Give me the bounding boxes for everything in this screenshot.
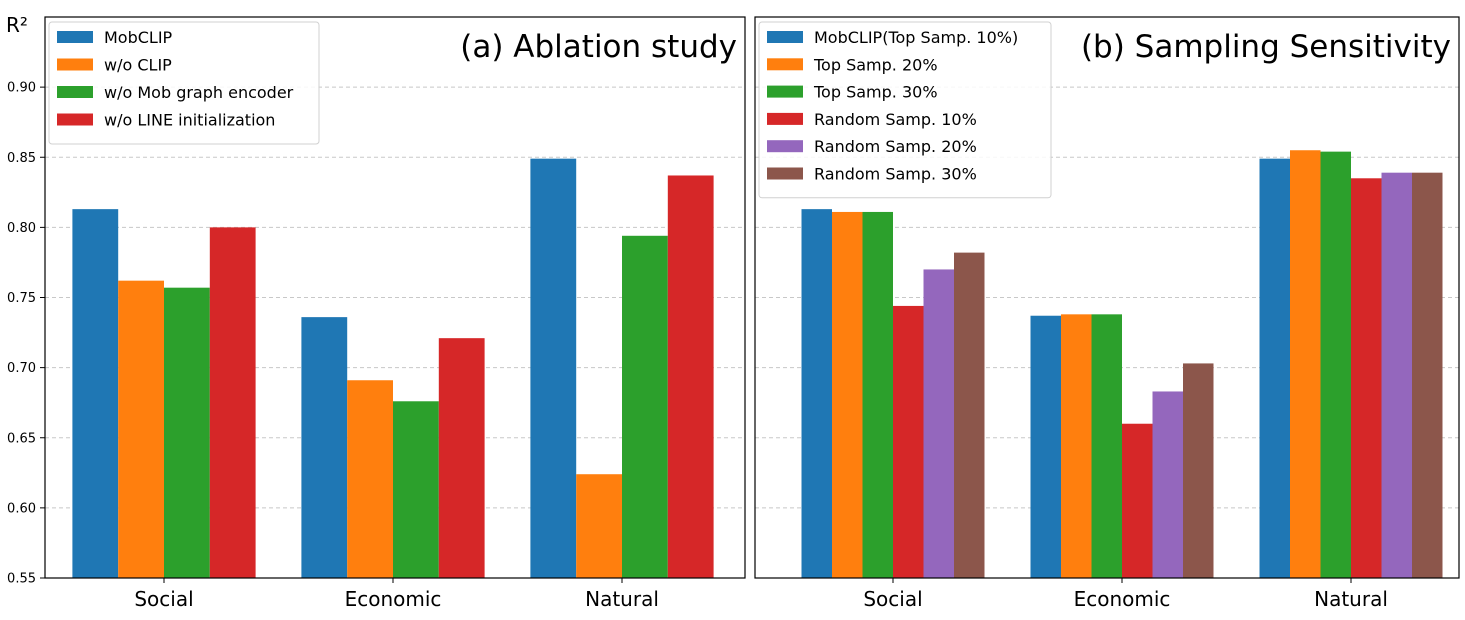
y-tick-label: 0.70	[7, 361, 36, 376]
legend-label-w-o-clip: w/o CLIP	[104, 56, 172, 75]
legend-label-top-samp-30: Top Samp. 30%	[813, 83, 938, 102]
bar-a-social-w-o-clip	[118, 280, 164, 578]
bar-a-economic-w-o-clip	[347, 380, 393, 578]
legend-swatch-w-o-line-initialization	[57, 113, 93, 126]
bar-b-economic-random-samp-10	[1122, 423, 1153, 578]
panel-title: (b) Sampling Sensitivity	[1081, 29, 1451, 65]
y-tick-label: 0.65	[7, 431, 36, 446]
legend-swatch-mobclip-top-samp-10	[767, 31, 803, 43]
legend-swatch-mobclip	[57, 31, 93, 43]
bar-a-social-w-o-mob-graph-encoder	[164, 287, 210, 578]
legend-swatch-random-samp-20	[767, 140, 803, 153]
bars	[72, 158, 714, 579]
y-tick-label: 0.75	[7, 291, 36, 306]
legend-label-top-samp-20: Top Samp. 20%	[813, 55, 938, 74]
legend-label-mobclip: MobCLIP	[104, 28, 173, 47]
bar-b-natural-mobclip-top-samp-10	[1259, 158, 1290, 578]
legend: MobCLIP(Top Samp. 10%) Top Samp. 20% Top S…	[758, 21, 1052, 199]
bar-a-natural-w-o-line-initialization	[667, 175, 714, 579]
legend: MobCLIP w/o CLIP w/o Mob graph encoder w/o …	[48, 21, 320, 145]
panel-title: (a) Ablation study	[460, 29, 737, 65]
y-tick-label: 0.80	[7, 221, 36, 236]
bar-b-social-mobclip-top-samp-10	[801, 209, 832, 578]
bar-b-social-top-samp-30	[862, 211, 893, 578]
y-tick-label: 0.85	[7, 151, 36, 166]
panel-ablation: Social Economic Natural (a) Ablation study M…	[44, 16, 746, 611]
bar-b-social-random-samp-20	[923, 269, 954, 578]
bar-b-economic-mobclip-top-samp-10	[1030, 315, 1061, 578]
bar-b-natural-random-samp-10	[1351, 178, 1382, 579]
legend-swatch-top-samp-20	[767, 58, 803, 71]
bar-a-natural-w-o-mob-graph-encoder	[622, 235, 668, 579]
legend-label-random-samp-30: Random Samp. 30%	[814, 165, 977, 184]
bar-b-social-top-samp-20	[832, 211, 863, 578]
bar-a-social-w-o-line-initialization	[209, 227, 256, 578]
y-tick-label: 0.60	[7, 501, 36, 516]
legend-swatch-w-o-clip	[57, 58, 93, 71]
y-tick-label: 0.90	[7, 81, 36, 96]
x-tick-label-natural: Natural	[585, 587, 659, 611]
legend-swatch-top-samp-30	[767, 85, 803, 98]
legend-label-w-o-line-initialization: w/o LINE initialization	[104, 111, 275, 130]
y-tick-label: 0.55	[7, 572, 36, 587]
x-tick-label-economic: Economic	[345, 587, 442, 611]
bar-b-natural-random-samp-30	[1412, 172, 1443, 578]
legend-label-random-samp-10: Random Samp. 10%	[814, 110, 977, 129]
panel-sampling: Social Economic Natural (b) Sampling Sensit…	[754, 16, 1460, 611]
bar-b-social-random-samp-30	[954, 252, 985, 578]
legend-label-mobclip-top-samp-10: MobCLIP(Top Samp. 10%)	[814, 28, 1018, 47]
legend-label-random-samp-20: Random Samp. 20%	[814, 137, 977, 156]
plot-frame	[754, 16, 1460, 579]
bar-a-social-mobclip	[72, 209, 119, 578]
bar-b-economic-random-samp-20	[1152, 391, 1183, 578]
legend-swatch-w-o-mob-graph-encoder	[57, 86, 93, 98]
bar-a-natural-mobclip	[530, 158, 577, 578]
bar-b-social-random-samp-10	[893, 305, 924, 578]
legend-label-w-o-mob-graph-encoder: w/o Mob graph encoder	[104, 83, 294, 102]
legend-box	[758, 21, 1052, 199]
y-axis-ticks: 0.55 0.60 0.65 0.70 0.75 0.80 0.85 0.90	[7, 81, 45, 587]
y-axis-label: R²	[6, 13, 28, 37]
x-tick-label-social: Social	[863, 587, 922, 611]
bar-b-economic-random-samp-30	[1183, 363, 1214, 578]
bar-b-economic-top-samp-20	[1061, 314, 1092, 578]
bar-b-economic-top-samp-30	[1091, 314, 1122, 578]
bars	[801, 150, 1443, 579]
legend-box	[48, 21, 320, 145]
x-tick-label-social: Social	[134, 587, 193, 611]
bar-b-natural-random-samp-20	[1381, 172, 1412, 578]
x-tick-label-natural: Natural	[1314, 587, 1388, 611]
bar-a-economic-w-o-line-initialization	[438, 338, 485, 578]
legend-swatch-random-samp-30	[767, 167, 803, 180]
bar-a-economic-w-o-mob-graph-encoder	[393, 401, 439, 578]
bar-a-natural-w-o-clip	[576, 474, 622, 578]
legend-swatch-random-samp-10	[767, 112, 803, 125]
plot-frame	[44, 16, 746, 579]
bar-b-natural-top-samp-20	[1290, 150, 1321, 579]
x-tick-label-economic: Economic	[1074, 587, 1171, 611]
bar-b-natural-top-samp-30	[1320, 151, 1351, 578]
bar-a-economic-mobclip	[301, 317, 348, 578]
